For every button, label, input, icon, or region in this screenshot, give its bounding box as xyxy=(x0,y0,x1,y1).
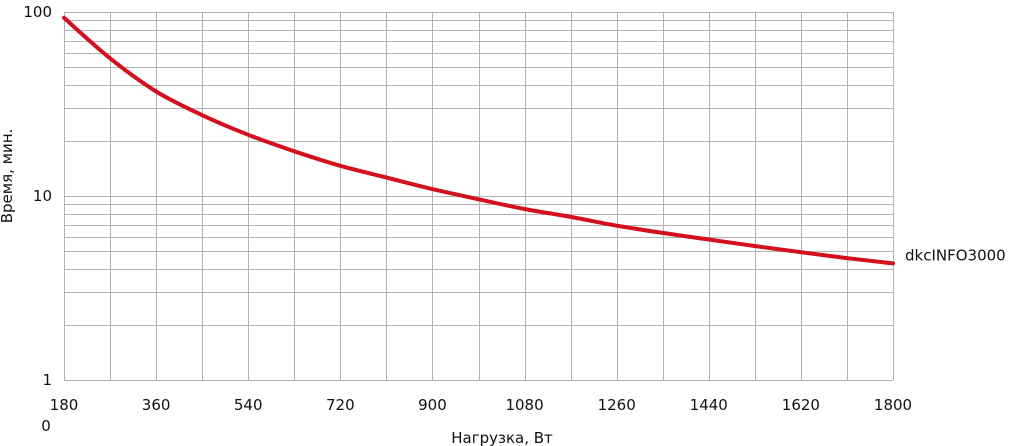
y-tick-labels: 1 10 100 xyxy=(23,3,52,389)
x-tick-label: 1620 xyxy=(782,396,820,414)
y-tick-label: 10 xyxy=(33,187,52,205)
x-tick-labels: 180 360 540 720 900 1080 1260 1440 1620 1800 xyxy=(50,396,912,414)
series-label: dkcINFO3000 xyxy=(905,246,1006,264)
x-axis-label: Нагрузка, Вт xyxy=(451,429,553,446)
y-tick-label: 1 xyxy=(42,371,52,389)
y-tick-label: 100 xyxy=(23,3,52,21)
series-layer: dkcINFO3000 xyxy=(62,15,1006,266)
x-tick-label: 900 xyxy=(418,396,447,414)
x-tick-label: 720 xyxy=(326,396,355,414)
x-tick-label: 1800 xyxy=(874,396,912,414)
x-tick-label: 1260 xyxy=(598,396,636,414)
x-tick-label: 180 xyxy=(50,396,79,414)
x-tick-label: 1080 xyxy=(505,396,543,414)
x-tick-label: 1440 xyxy=(690,396,728,414)
x-origin-zero-label: 0 xyxy=(41,417,51,435)
y-axis-label: Время, мин. xyxy=(0,129,16,224)
series-line xyxy=(62,15,895,266)
x-tick-label: 540 xyxy=(234,396,263,414)
grid xyxy=(64,12,894,381)
x-tick-label: 360 xyxy=(142,396,171,414)
